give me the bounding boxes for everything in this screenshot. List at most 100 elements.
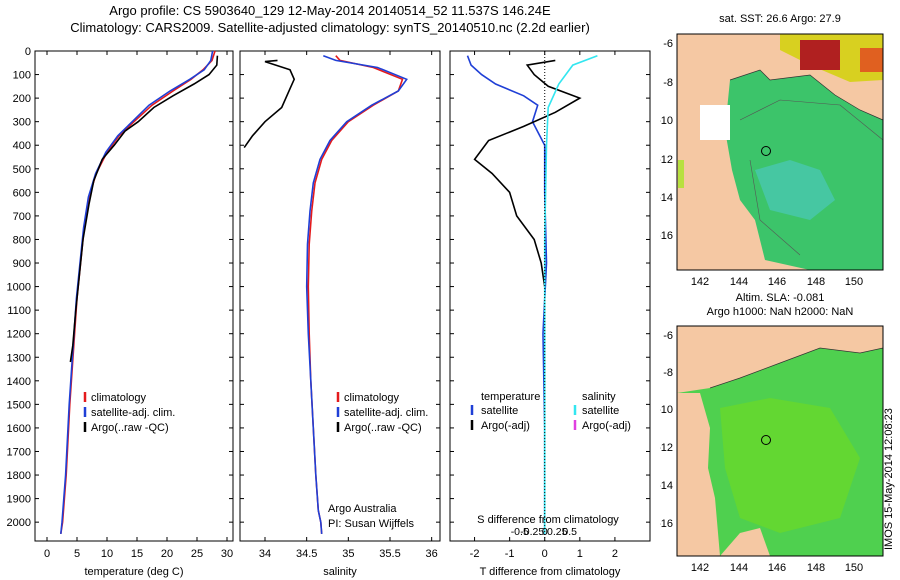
xtick-label: 10 <box>101 548 113 560</box>
xtick-label: 35 <box>342 548 354 560</box>
profile-charts: 0100200300400500600700800900100011001200… <box>7 46 651 578</box>
xtick-label: 0 <box>542 548 548 560</box>
legend-label: Argo(..raw -QC) <box>91 422 169 434</box>
map-top-xtick: 148 <box>807 276 825 288</box>
map-top-ytick: -8 <box>663 77 673 89</box>
legend-label: satellite <box>582 405 619 417</box>
ytick-label: 200 <box>13 93 31 105</box>
map-bottom-ytick: -10 <box>660 404 673 416</box>
sla-coastline <box>709 347 884 389</box>
sst-cyan-patch <box>755 160 835 220</box>
map-top-ytick: -12 <box>660 154 673 166</box>
ytick-label: 1500 <box>7 399 31 411</box>
map-bottom-ytick: -8 <box>663 367 673 379</box>
map-bottom-xtick: 144 <box>730 562 748 574</box>
map-top-xtick: 144 <box>730 276 748 288</box>
sst-hot-cells-2 <box>860 48 883 72</box>
ytick-label: 600 <box>13 187 31 199</box>
map-bottom-ytick: -16 <box>660 518 673 530</box>
argo-location-marker-top <box>761 146 771 156</box>
sla-map: -6 -8 -10 -12 -14 -16 142 144 146 148 15… <box>660 325 884 574</box>
legend-label: salinity <box>582 391 616 403</box>
sst-map: -6 -8 -10 -12 -14 -16 142 144 146 148 15… <box>660 33 884 288</box>
ytick-label: 1000 <box>7 282 31 294</box>
salinity-diff-tick: 0 <box>542 526 548 538</box>
ytick-label: 100 <box>13 70 31 82</box>
xtick-label: -2 <box>470 548 480 560</box>
map-bottom-ytick: -14 <box>660 480 673 492</box>
xaxis-label-temperature: temperature (deg C) <box>84 566 183 578</box>
legend-label: Argo(..raw -QC) <box>344 422 422 434</box>
annotation-argo-australia: Argo Australia <box>328 503 397 515</box>
chart-title-line2: Climatology: CARS2009. Satellite-adjuste… <box>70 20 590 35</box>
sst-depth-contour <box>739 99 884 256</box>
map-top-xtick: 150 <box>845 276 863 288</box>
legend-label: Argo(-adj) <box>481 420 530 432</box>
ytick-label: 300 <box>13 117 31 129</box>
xaxis-label-salinity: salinity <box>323 566 357 578</box>
sla-light-patch <box>720 398 860 533</box>
ytick-label: 900 <box>13 258 31 270</box>
map-bottom-xtick: 142 <box>691 562 709 574</box>
map-top-ytick: -6 <box>663 38 673 50</box>
argo-location-marker-bottom <box>761 435 771 445</box>
xtick-label: 34 <box>259 548 271 560</box>
map-top-ytick: -14 <box>660 192 673 204</box>
map-top-title: sat. SST: 26.6 Argo: 27.9 <box>719 13 841 25</box>
salinity-diff-label: S difference from climatology <box>477 514 619 526</box>
series-salinity-satellite-adj-clim- <box>305 54 408 534</box>
xtick-label: 2 <box>612 548 618 560</box>
xtick-label: 25 <box>191 548 203 560</box>
legend-label: satellite <box>481 405 518 417</box>
salinity-diff-tick: 0.5 <box>562 526 577 538</box>
ytick-label: 800 <box>13 234 31 246</box>
map-bottom-ytick: -6 <box>663 330 673 342</box>
map-top-xtick: 146 <box>768 276 786 288</box>
map-bottom-xtick: 148 <box>807 562 825 574</box>
legend-label: satellite-adj. clim. <box>91 407 175 419</box>
ytick-label: 2000 <box>7 517 31 529</box>
salinity-diff-tick: -0.5 <box>511 526 529 538</box>
imos-timestamp: IMOS 15-May-2014 12:08:23 <box>883 408 895 550</box>
ytick-label: 400 <box>13 140 31 152</box>
xtick-label: 0 <box>44 548 50 560</box>
no-data-patch <box>700 105 730 140</box>
salinity-diff-tick: 0.25 <box>547 526 568 538</box>
map-bottom-frame <box>676 325 884 557</box>
xtick-label: 34.5 <box>296 548 317 560</box>
ytick-label: 1100 <box>7 305 31 317</box>
ytick-label: 0 <box>25 46 31 58</box>
legend-label: climatology <box>344 392 400 404</box>
legend-label: climatology <box>91 392 147 404</box>
ytick-label: 1400 <box>7 376 31 388</box>
xtick-label: 36 <box>426 548 438 560</box>
plot-frame-difference <box>449 50 651 542</box>
ytick-label: 500 <box>13 164 31 176</box>
sla-north-land <box>677 326 883 393</box>
ytick-label: 1300 <box>7 352 31 364</box>
series-difference-t-argo-adj- <box>473 59 582 287</box>
map-bottom-title2: Argo h1000: NaN h2000: NaN <box>706 306 854 318</box>
ytick-label: 700 <box>13 211 31 223</box>
xtick-label: 15 <box>131 548 143 560</box>
map-top-frame <box>676 33 884 271</box>
sst-hot-cells <box>800 40 840 70</box>
series-salinity-argo-raw-qc- <box>243 59 296 149</box>
map-bottom-title1: Altim. SLA: -0.081 <box>735 292 825 304</box>
xtick-label: -1 <box>505 548 515 560</box>
ytick-label: 1800 <box>7 470 31 482</box>
sst-coast-cells <box>678 160 684 188</box>
xaxis-label-difference: T difference from climatology <box>480 566 621 578</box>
sla-south-land <box>720 528 770 556</box>
map-top-ytick: -16 <box>660 230 673 242</box>
xtick-label: 20 <box>161 548 173 560</box>
sla-west-land <box>677 393 720 556</box>
legend-label: Argo(-adj) <box>582 420 631 432</box>
xtick-label: 30 <box>221 548 233 560</box>
ytick-label: 1900 <box>7 494 31 506</box>
annotation-pi: PI: Susan Wijffels <box>328 518 414 530</box>
xtick-label: 35.5 <box>379 548 400 560</box>
legend-label: satellite-adj. clim. <box>344 407 428 419</box>
salinity-diff-tick: -0.25 <box>520 526 544 538</box>
chart-title-line1: Argo profile: CS 5903640_129 12-May-2014… <box>109 3 551 18</box>
